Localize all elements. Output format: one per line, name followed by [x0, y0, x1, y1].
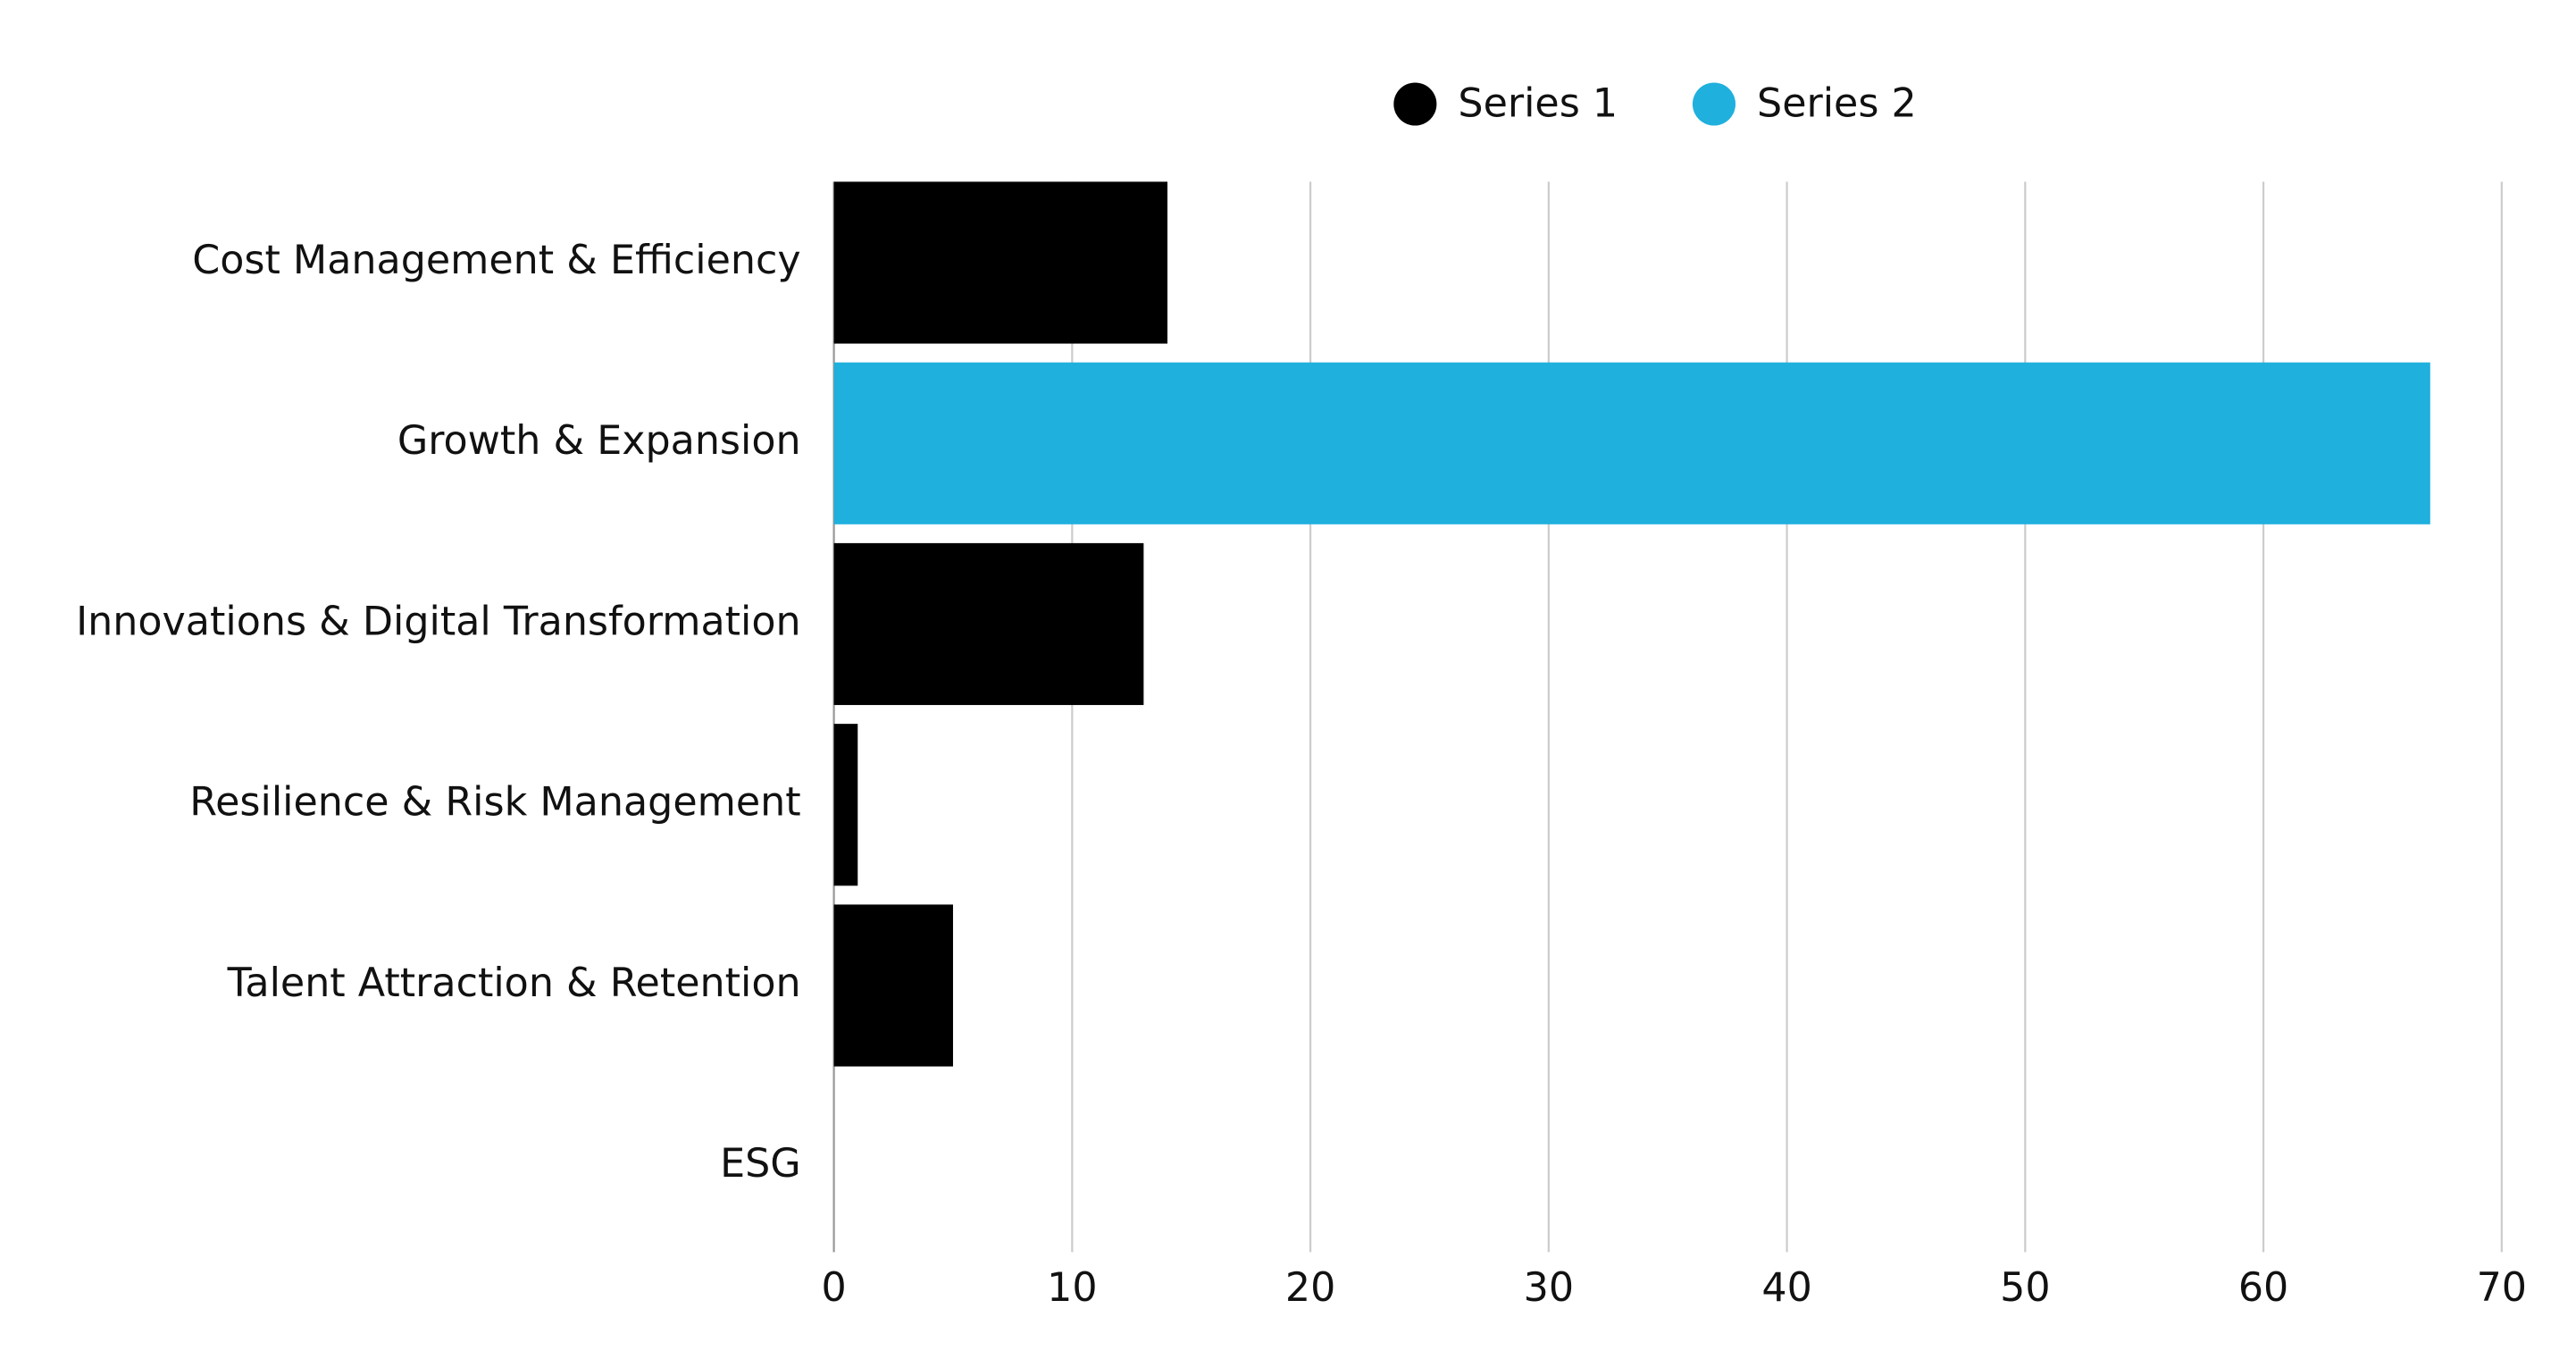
- x-tick-label: 30: [1524, 1265, 1574, 1311]
- x-tick-label: 20: [1285, 1265, 1335, 1311]
- x-tick-label: 60: [2238, 1265, 2288, 1311]
- x-tick-label: 40: [1761, 1265, 1811, 1311]
- legend-label: Series 1: [1458, 80, 1618, 126]
- y-tick-label: Resilience & Risk Management: [189, 780, 800, 826]
- y-tick-label: Talent Attraction & Retention: [227, 961, 801, 1006]
- legend-marker: [1393, 82, 1437, 126]
- bar: [833, 181, 1168, 344]
- y-tick-label: ESG: [720, 1141, 801, 1187]
- bar: [833, 362, 2430, 524]
- legend-label: Series 2: [1757, 80, 1917, 126]
- y-tick-label: Cost Management & Efficiency: [192, 238, 800, 283]
- bar: [833, 724, 858, 886]
- y-tick-label: Growth & Expansion: [397, 418, 801, 464]
- bar: [833, 542, 1144, 706]
- legend-marker: [1692, 82, 1736, 126]
- y-tick-label: Innovations & Digital Transformation: [76, 599, 801, 644]
- x-tick-label: 50: [2000, 1265, 2050, 1311]
- bar: [833, 904, 953, 1067]
- x-tick-label: 0: [821, 1265, 846, 1311]
- x-tick-label: 10: [1047, 1265, 1097, 1311]
- x-tick-label: 70: [2477, 1265, 2527, 1311]
